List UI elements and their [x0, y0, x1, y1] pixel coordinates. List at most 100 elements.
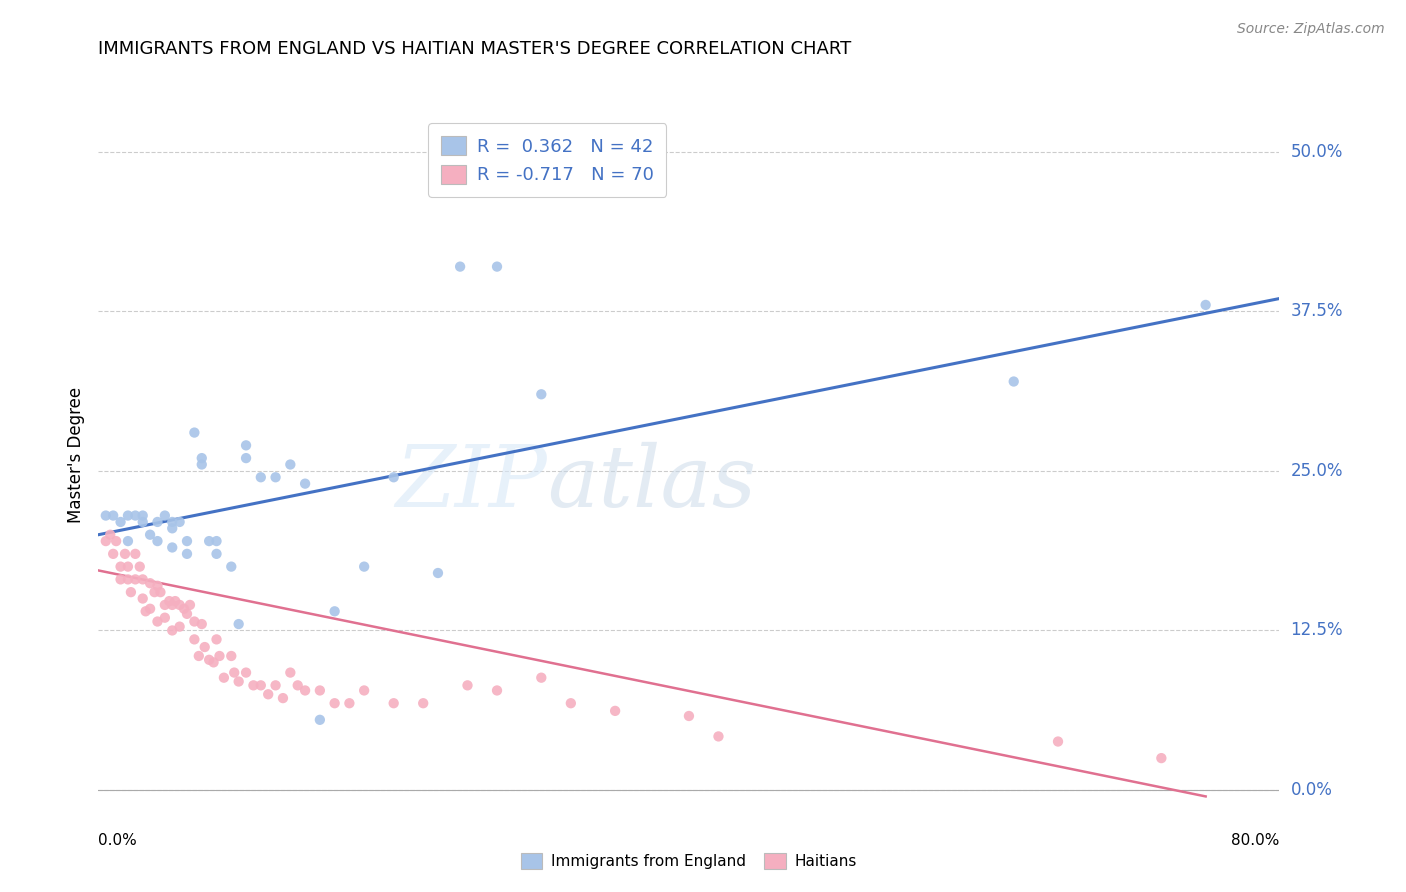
Point [162, 521, 183, 535]
Point [202, 656, 225, 670]
Text: Source: ZipAtlas.com: Source: ZipAtlas.com [1237, 22, 1385, 37]
Point [149, 585, 172, 599]
Point [309, 713, 332, 727]
Point [486, 683, 509, 698]
Point [235, 438, 257, 452]
Point [110, 515, 132, 529]
Point [449, 260, 471, 274]
Text: 0.0%: 0.0% [1291, 781, 1333, 799]
Point [124, 508, 146, 523]
Point [382, 696, 405, 710]
Point [456, 678, 478, 692]
Point [1150, 751, 1173, 765]
Point [117, 573, 139, 587]
Point [257, 687, 280, 701]
Point [323, 604, 346, 618]
Point [205, 547, 228, 561]
Point [427, 566, 450, 580]
Point [205, 632, 228, 647]
Point [228, 674, 250, 689]
Point [235, 665, 257, 680]
Point [194, 640, 217, 654]
Text: 80.0%: 80.0% [1232, 833, 1279, 848]
Point [162, 541, 183, 555]
Point [198, 534, 221, 549]
Text: 25.0%: 25.0% [1291, 462, 1343, 480]
Point [128, 559, 150, 574]
Point [287, 678, 309, 692]
Point [94, 508, 117, 523]
Text: 50.0%: 50.0% [1291, 143, 1343, 161]
Point [117, 534, 139, 549]
Point [124, 547, 146, 561]
Point [176, 547, 198, 561]
Point [139, 576, 162, 591]
Point [187, 648, 209, 663]
Point [124, 573, 146, 587]
Point [678, 709, 700, 723]
Point [94, 534, 117, 549]
Point [110, 573, 132, 587]
Point [110, 559, 132, 574]
Point [132, 508, 155, 523]
Point [139, 527, 162, 541]
Point [250, 470, 273, 484]
Text: ZIP: ZIP [395, 442, 547, 524]
Point [173, 601, 195, 615]
Point [353, 559, 375, 574]
Point [103, 508, 125, 523]
Text: 12.5%: 12.5% [1291, 622, 1343, 640]
Point [224, 665, 246, 680]
Point [309, 683, 332, 698]
Point [146, 579, 169, 593]
Point [143, 585, 166, 599]
Point [605, 704, 627, 718]
Point [176, 607, 198, 621]
Point [208, 648, 231, 663]
Point [176, 534, 198, 549]
Point [162, 624, 183, 638]
Point [191, 451, 214, 466]
Point [105, 534, 128, 549]
Point [294, 476, 316, 491]
Point [191, 458, 214, 472]
Point [162, 515, 183, 529]
Point [205, 534, 228, 549]
Point [169, 619, 191, 633]
Point [242, 678, 264, 692]
Point [153, 508, 176, 523]
Point [250, 678, 273, 692]
Point [486, 260, 509, 274]
Point [191, 617, 214, 632]
Point [179, 598, 201, 612]
Point [219, 648, 242, 663]
Point [146, 615, 169, 629]
Point [165, 594, 187, 608]
Point [146, 534, 169, 549]
Point [120, 585, 142, 599]
Point [323, 696, 346, 710]
Point [530, 387, 553, 401]
Point [153, 598, 176, 612]
Point [114, 547, 136, 561]
Point [1046, 734, 1069, 748]
Point [412, 696, 434, 710]
Point [103, 547, 125, 561]
Point [212, 671, 235, 685]
Point [157, 594, 180, 608]
Point [235, 451, 257, 466]
Point [117, 508, 139, 523]
Point [183, 425, 205, 440]
Text: atlas: atlas [547, 442, 756, 524]
Point [278, 458, 302, 472]
Point [169, 515, 191, 529]
Point [219, 559, 242, 574]
Point [132, 591, 155, 606]
Point [139, 601, 162, 615]
Point [530, 671, 553, 685]
Point [1002, 375, 1025, 389]
Point [153, 610, 176, 624]
Point [169, 598, 191, 612]
Text: IMMIGRANTS FROM ENGLAND VS HAITIAN MASTER'S DEGREE CORRELATION CHART: IMMIGRANTS FROM ENGLAND VS HAITIAN MASTE… [98, 40, 852, 58]
Point [228, 617, 250, 632]
